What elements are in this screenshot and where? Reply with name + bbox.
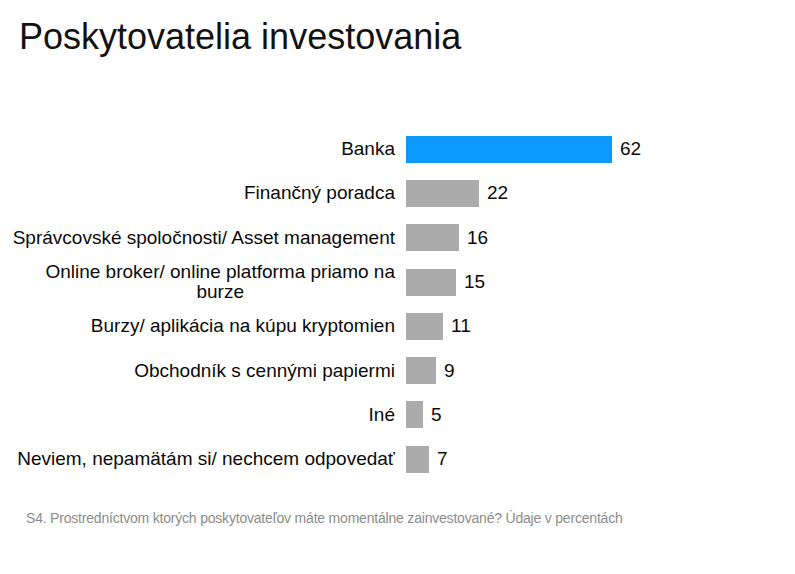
chart-row: Obchodník s cennými papiermi 9 <box>0 348 795 392</box>
category-label-cell: Iné <box>0 405 395 425</box>
chart-title: Poskytovatelia investovania <box>19 15 461 58</box>
value-label: 22 <box>487 182 508 204</box>
bar <box>406 446 429 473</box>
bar-cell: 22 <box>406 180 508 207</box>
value-label: 11 <box>451 315 471 337</box>
category-label-cell: Finančný poradca <box>0 183 395 203</box>
bar-cell: 9 <box>406 357 455 384</box>
category-label: Iné <box>369 405 395 425</box>
category-label-cell: Banka <box>0 139 395 159</box>
chart-row: Banka 62 <box>0 127 795 171</box>
category-label-cell: Neviem, nepamätám si/ nechcem odpovedať <box>0 449 395 469</box>
category-label-cell: Obchodník s cennými papiermi <box>0 361 395 381</box>
value-label: 9 <box>444 360 455 382</box>
category-label-cell: Burzy/ aplikácia na kúpu kryptomien <box>0 316 395 336</box>
value-label: 5 <box>431 404 442 426</box>
chart-row: Finančný poradca 22 <box>0 171 795 215</box>
chart-row: Neviem, nepamätám si/ nechcem odpovedať … <box>0 437 795 481</box>
bar <box>406 269 456 296</box>
category-label: Neviem, nepamätám si/ nechcem odpovedať <box>17 449 395 469</box>
bar-cell: 7 <box>406 446 448 473</box>
category-label-cell: Online broker/ online platforma priamo n… <box>0 262 395 302</box>
chart-row: Správcovské spoločnosti/ Asset managemen… <box>0 216 795 260</box>
bar <box>406 180 479 207</box>
category-label: Finančný poradca <box>244 183 395 203</box>
chart-row: Online broker/ online platforma priamo n… <box>0 260 795 304</box>
source-note: S4. Prostredníctvom ktorých poskytovateľ… <box>26 509 766 527</box>
horizontal-bar-chart: Banka 62 Finančný poradca 22 Správcovské… <box>0 127 795 481</box>
bar <box>406 313 443 340</box>
bar-cell: 62 <box>406 136 641 163</box>
bar <box>406 136 612 163</box>
value-label: 16 <box>467 227 488 249</box>
category-label-cell: Správcovské spoločnosti/ Asset managemen… <box>0 228 395 248</box>
bar-cell: 15 <box>406 269 485 296</box>
category-label: Obchodník s cennými papiermi <box>134 361 395 381</box>
chart-row: Burzy/ aplikácia na kúpu kryptomien 11 <box>0 304 795 348</box>
category-label: Banka <box>341 139 395 159</box>
category-label: Burzy/ aplikácia na kúpu kryptomien <box>91 316 395 336</box>
bar-cell: 16 <box>406 224 488 251</box>
bar-cell: 11 <box>406 313 471 340</box>
bar <box>406 224 459 251</box>
value-label: 15 <box>464 271 485 293</box>
value-label: 62 <box>620 138 641 160</box>
value-label: 7 <box>437 448 448 470</box>
bar <box>406 357 436 384</box>
chart-row: Iné 5 <box>0 393 795 437</box>
bar-cell: 5 <box>406 401 442 428</box>
bar <box>406 401 423 428</box>
category-label: Správcovské spoločnosti/ Asset managemen… <box>13 228 395 248</box>
category-label: Online broker/ online platforma priamo n… <box>45 262 395 302</box>
